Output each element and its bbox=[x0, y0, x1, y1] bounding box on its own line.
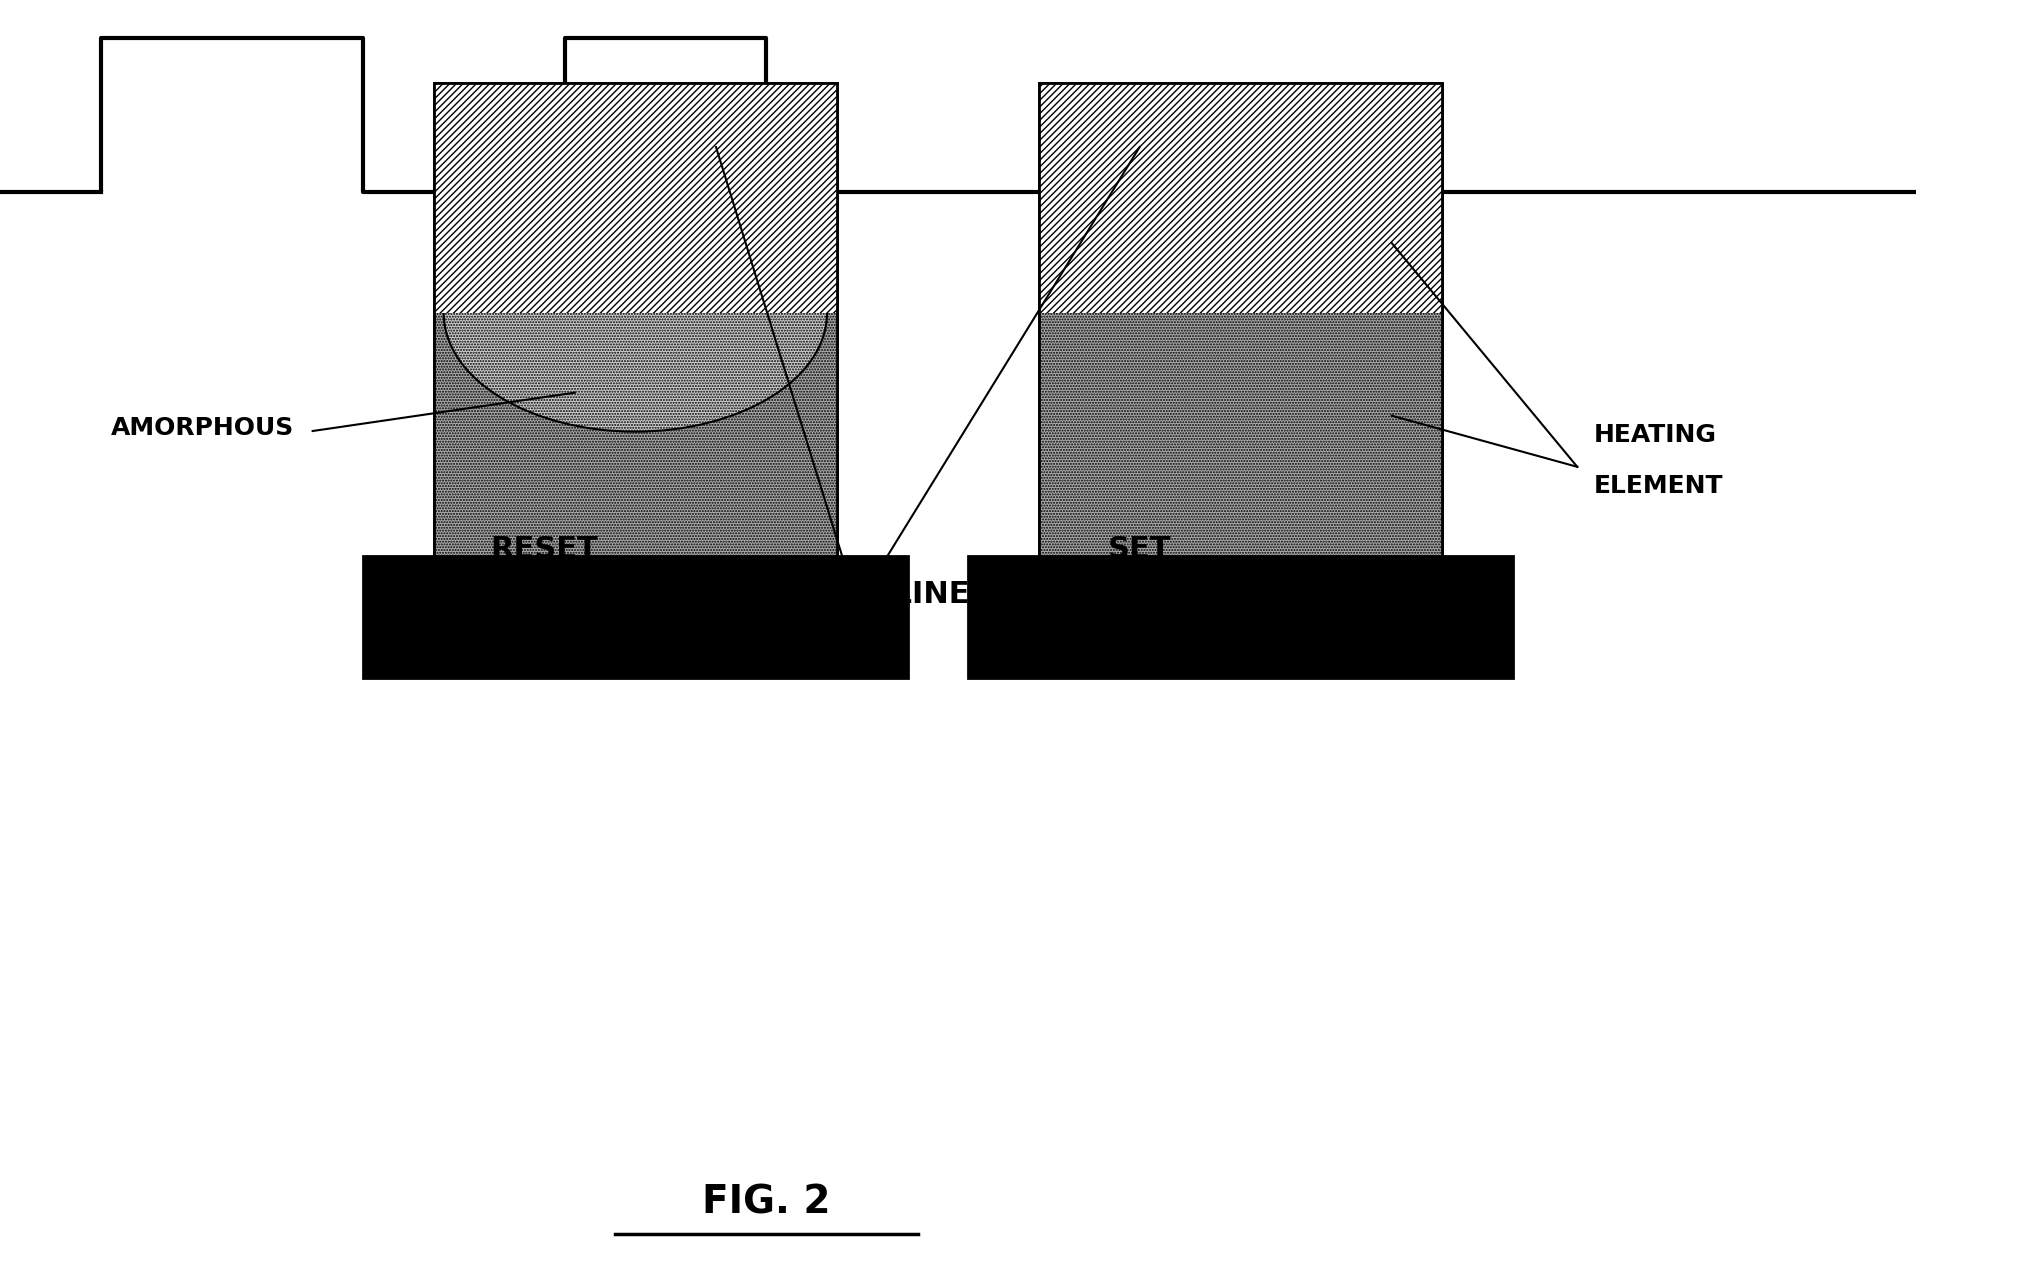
Bar bbox=[434, 83, 837, 556]
Text: CRYSTALLINE: CRYSTALLINE bbox=[744, 581, 970, 609]
Text: FIG. 2: FIG. 2 bbox=[702, 1183, 831, 1221]
Bar bbox=[1039, 83, 1442, 556]
Bar bbox=[1039, 313, 1442, 556]
Bar bbox=[363, 556, 908, 678]
Text: SET: SET bbox=[1107, 536, 1172, 564]
Bar bbox=[1039, 83, 1442, 313]
Text: RESET: RESET bbox=[490, 536, 599, 564]
Text: AMORPHOUS: AMORPHOUS bbox=[111, 417, 294, 440]
Bar bbox=[434, 83, 837, 313]
Bar bbox=[434, 313, 837, 556]
Text: HEATING: HEATING bbox=[1593, 423, 1716, 446]
Bar bbox=[1039, 83, 1442, 556]
Bar bbox=[434, 83, 837, 556]
Text: ELEMENT: ELEMENT bbox=[1593, 475, 1723, 498]
Bar bbox=[968, 556, 1513, 678]
Ellipse shape bbox=[444, 196, 827, 432]
